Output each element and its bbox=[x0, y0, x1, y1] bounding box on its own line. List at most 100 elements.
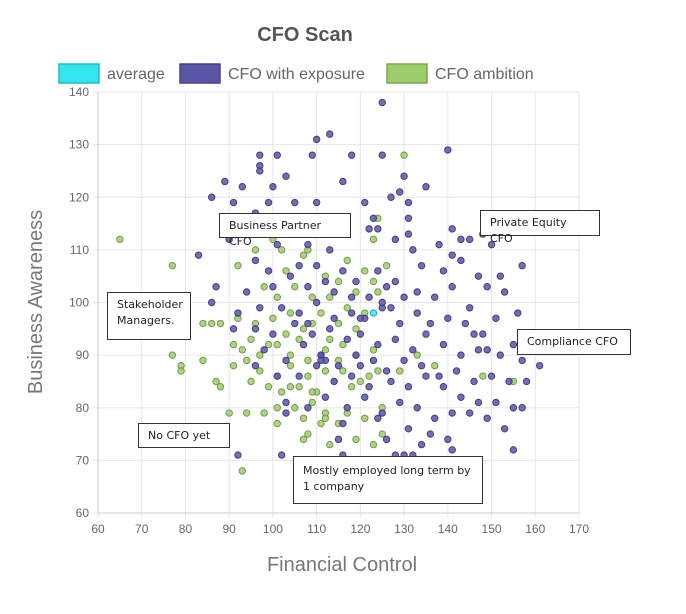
point-cfo-with-exposure[interactable] bbox=[256, 304, 264, 312]
point-cfo-with-exposure[interactable] bbox=[387, 377, 395, 386]
point-cfo-with-exposure[interactable] bbox=[365, 293, 373, 301]
point-cfo-with-exposure[interactable] bbox=[312, 361, 321, 370]
point-cfo-with-exposure[interactable] bbox=[465, 409, 474, 417]
point-cfo-with-exposure[interactable] bbox=[361, 198, 369, 207]
point-cfo-with-exposure[interactable] bbox=[439, 267, 448, 275]
point-cfo-ambition[interactable] bbox=[273, 340, 281, 349]
point-cfo-ambition[interactable] bbox=[321, 346, 330, 354]
legend-label-average[interactable]: average bbox=[107, 66, 165, 83]
point-cfo-with-exposure[interactable] bbox=[417, 361, 426, 370]
point-cfo-ambition[interactable] bbox=[242, 409, 251, 417]
point-cfo-ambition[interactable] bbox=[308, 398, 316, 407]
point-cfo-with-exposure[interactable] bbox=[514, 309, 522, 317]
point-cfo-ambition[interactable] bbox=[382, 261, 391, 270]
point-cfo-with-exposure[interactable] bbox=[304, 319, 312, 328]
point-cfo-ambition[interactable] bbox=[207, 319, 216, 328]
point-cfo-with-exposure[interactable] bbox=[509, 446, 518, 454]
point-cfo-ambition[interactable] bbox=[295, 335, 303, 344]
point-cfo-with-exposure[interactable] bbox=[369, 356, 378, 365]
point-cfo-with-exposure[interactable] bbox=[308, 151, 316, 159]
point-cfo-ambition[interactable] bbox=[326, 293, 334, 301]
point-cfo-with-exposure[interactable] bbox=[487, 372, 496, 380]
point-cfo-ambition[interactable] bbox=[260, 409, 268, 417]
point-cfo-with-exposure[interactable] bbox=[465, 304, 474, 312]
point-cfo-with-exposure[interactable] bbox=[282, 409, 290, 417]
point-cfo-with-exposure[interactable] bbox=[352, 351, 360, 359]
point-cfo-ambition[interactable] bbox=[286, 383, 295, 391]
point-cfo-ambition[interactable] bbox=[304, 356, 312, 365]
point-cfo-ambition[interactable] bbox=[374, 288, 382, 296]
point-cfo-with-exposure[interactable] bbox=[400, 293, 408, 301]
point-cfo-with-exposure[interactable] bbox=[426, 319, 435, 328]
point-cfo-with-exposure[interactable] bbox=[282, 356, 290, 365]
legend-swatch-cfo-with-exposure[interactable] bbox=[179, 63, 221, 84]
point-cfo-with-exposure[interactable] bbox=[396, 319, 404, 328]
point-cfo-ambition[interactable] bbox=[286, 309, 295, 317]
point-cfo-with-exposure[interactable] bbox=[444, 314, 452, 322]
point-cfo-with-exposure[interactable] bbox=[400, 172, 408, 180]
point-cfo-with-exposure[interactable] bbox=[295, 372, 303, 380]
point-cfo-with-exposure[interactable] bbox=[339, 267, 347, 275]
point-cfo-with-exposure[interactable] bbox=[347, 309, 356, 317]
point-cfo-with-exposure[interactable] bbox=[269, 183, 277, 191]
point-cfo-with-exposure[interactable] bbox=[457, 235, 465, 244]
point-cfo-with-exposure[interactable] bbox=[518, 356, 526, 365]
point-cfo-with-exposure[interactable] bbox=[474, 346, 483, 354]
point-cfo-with-exposure[interactable] bbox=[212, 283, 220, 291]
point-cfo-with-exposure[interactable] bbox=[431, 293, 439, 301]
point-cfo-ambition[interactable] bbox=[352, 325, 360, 333]
point-cfo-ambition[interactable] bbox=[247, 377, 255, 386]
point-cfo-with-exposure[interactable] bbox=[229, 198, 238, 207]
point-cfo-with-exposure[interactable] bbox=[448, 251, 456, 259]
point-cfo-with-exposure[interactable] bbox=[260, 346, 268, 354]
point-cfo-with-exposure[interactable] bbox=[535, 361, 544, 370]
legend-label-cfo-with-exposure[interactable]: CFO with exposure bbox=[228, 66, 365, 83]
point-cfo-ambition[interactable] bbox=[299, 435, 308, 444]
point-cfo-with-exposure[interactable] bbox=[291, 198, 299, 207]
point-cfo-ambition[interactable] bbox=[326, 440, 334, 449]
point-cfo-ambition[interactable] bbox=[369, 235, 378, 244]
point-cfo-with-exposure[interactable] bbox=[452, 367, 461, 375]
point-cfo-ambition[interactable] bbox=[369, 277, 378, 286]
point-cfo-with-exposure[interactable] bbox=[273, 151, 281, 159]
point-cfo-ambition[interactable] bbox=[256, 367, 264, 375]
point-cfo-with-exposure[interactable] bbox=[496, 272, 504, 280]
point-cfo-ambition[interactable] bbox=[378, 430, 386, 438]
legend-swatch-cfo-ambition[interactable] bbox=[386, 63, 428, 84]
point-average[interactable] bbox=[369, 309, 378, 317]
point-cfo-ambition[interactable] bbox=[216, 319, 225, 328]
point-cfo-with-exposure[interactable] bbox=[347, 293, 356, 301]
point-cfo-with-exposure[interactable] bbox=[312, 261, 321, 270]
point-cfo-ambition[interactable] bbox=[299, 251, 308, 259]
point-cfo-with-exposure[interactable] bbox=[387, 304, 395, 312]
point-cfo-with-exposure[interactable] bbox=[295, 309, 303, 317]
point-cfo-with-exposure[interactable] bbox=[382, 435, 391, 444]
point-cfo-ambition[interactable] bbox=[225, 409, 233, 417]
point-cfo-ambition[interactable] bbox=[321, 367, 330, 375]
point-cfo-with-exposure[interactable] bbox=[334, 361, 343, 370]
point-cfo-ambition[interactable] bbox=[479, 372, 487, 380]
point-cfo-ambition[interactable] bbox=[304, 430, 312, 438]
point-cfo-with-exposure[interactable] bbox=[382, 283, 391, 291]
point-cfo-ambition[interactable] bbox=[400, 151, 408, 159]
point-cfo-ambition[interactable] bbox=[212, 377, 220, 386]
point-cfo-with-exposure[interactable] bbox=[518, 261, 526, 270]
point-cfo-ambition[interactable] bbox=[369, 440, 378, 449]
point-cfo-with-exposure[interactable] bbox=[295, 261, 303, 270]
point-cfo-with-exposure[interactable] bbox=[273, 372, 281, 380]
point-cfo-with-exposure[interactable] bbox=[207, 193, 216, 201]
point-cfo-with-exposure[interactable] bbox=[269, 283, 277, 291]
point-cfo-ambition[interactable] bbox=[256, 351, 264, 359]
point-cfo-with-exposure[interactable] bbox=[505, 377, 513, 386]
point-cfo-ambition[interactable] bbox=[199, 356, 207, 365]
point-cfo-with-exposure[interactable] bbox=[404, 425, 413, 433]
point-cfo-with-exposure[interactable] bbox=[413, 288, 421, 296]
point-cfo-with-exposure[interactable] bbox=[470, 330, 478, 338]
point-cfo-ambition[interactable] bbox=[168, 351, 177, 359]
point-cfo-with-exposure[interactable] bbox=[238, 183, 247, 191]
point-cfo-with-exposure[interactable] bbox=[330, 314, 338, 322]
point-cfo-ambition[interactable] bbox=[334, 319, 343, 328]
point-cfo-ambition[interactable] bbox=[273, 293, 281, 301]
point-cfo-ambition[interactable] bbox=[321, 414, 330, 422]
point-cfo-with-exposure[interactable] bbox=[474, 398, 483, 407]
